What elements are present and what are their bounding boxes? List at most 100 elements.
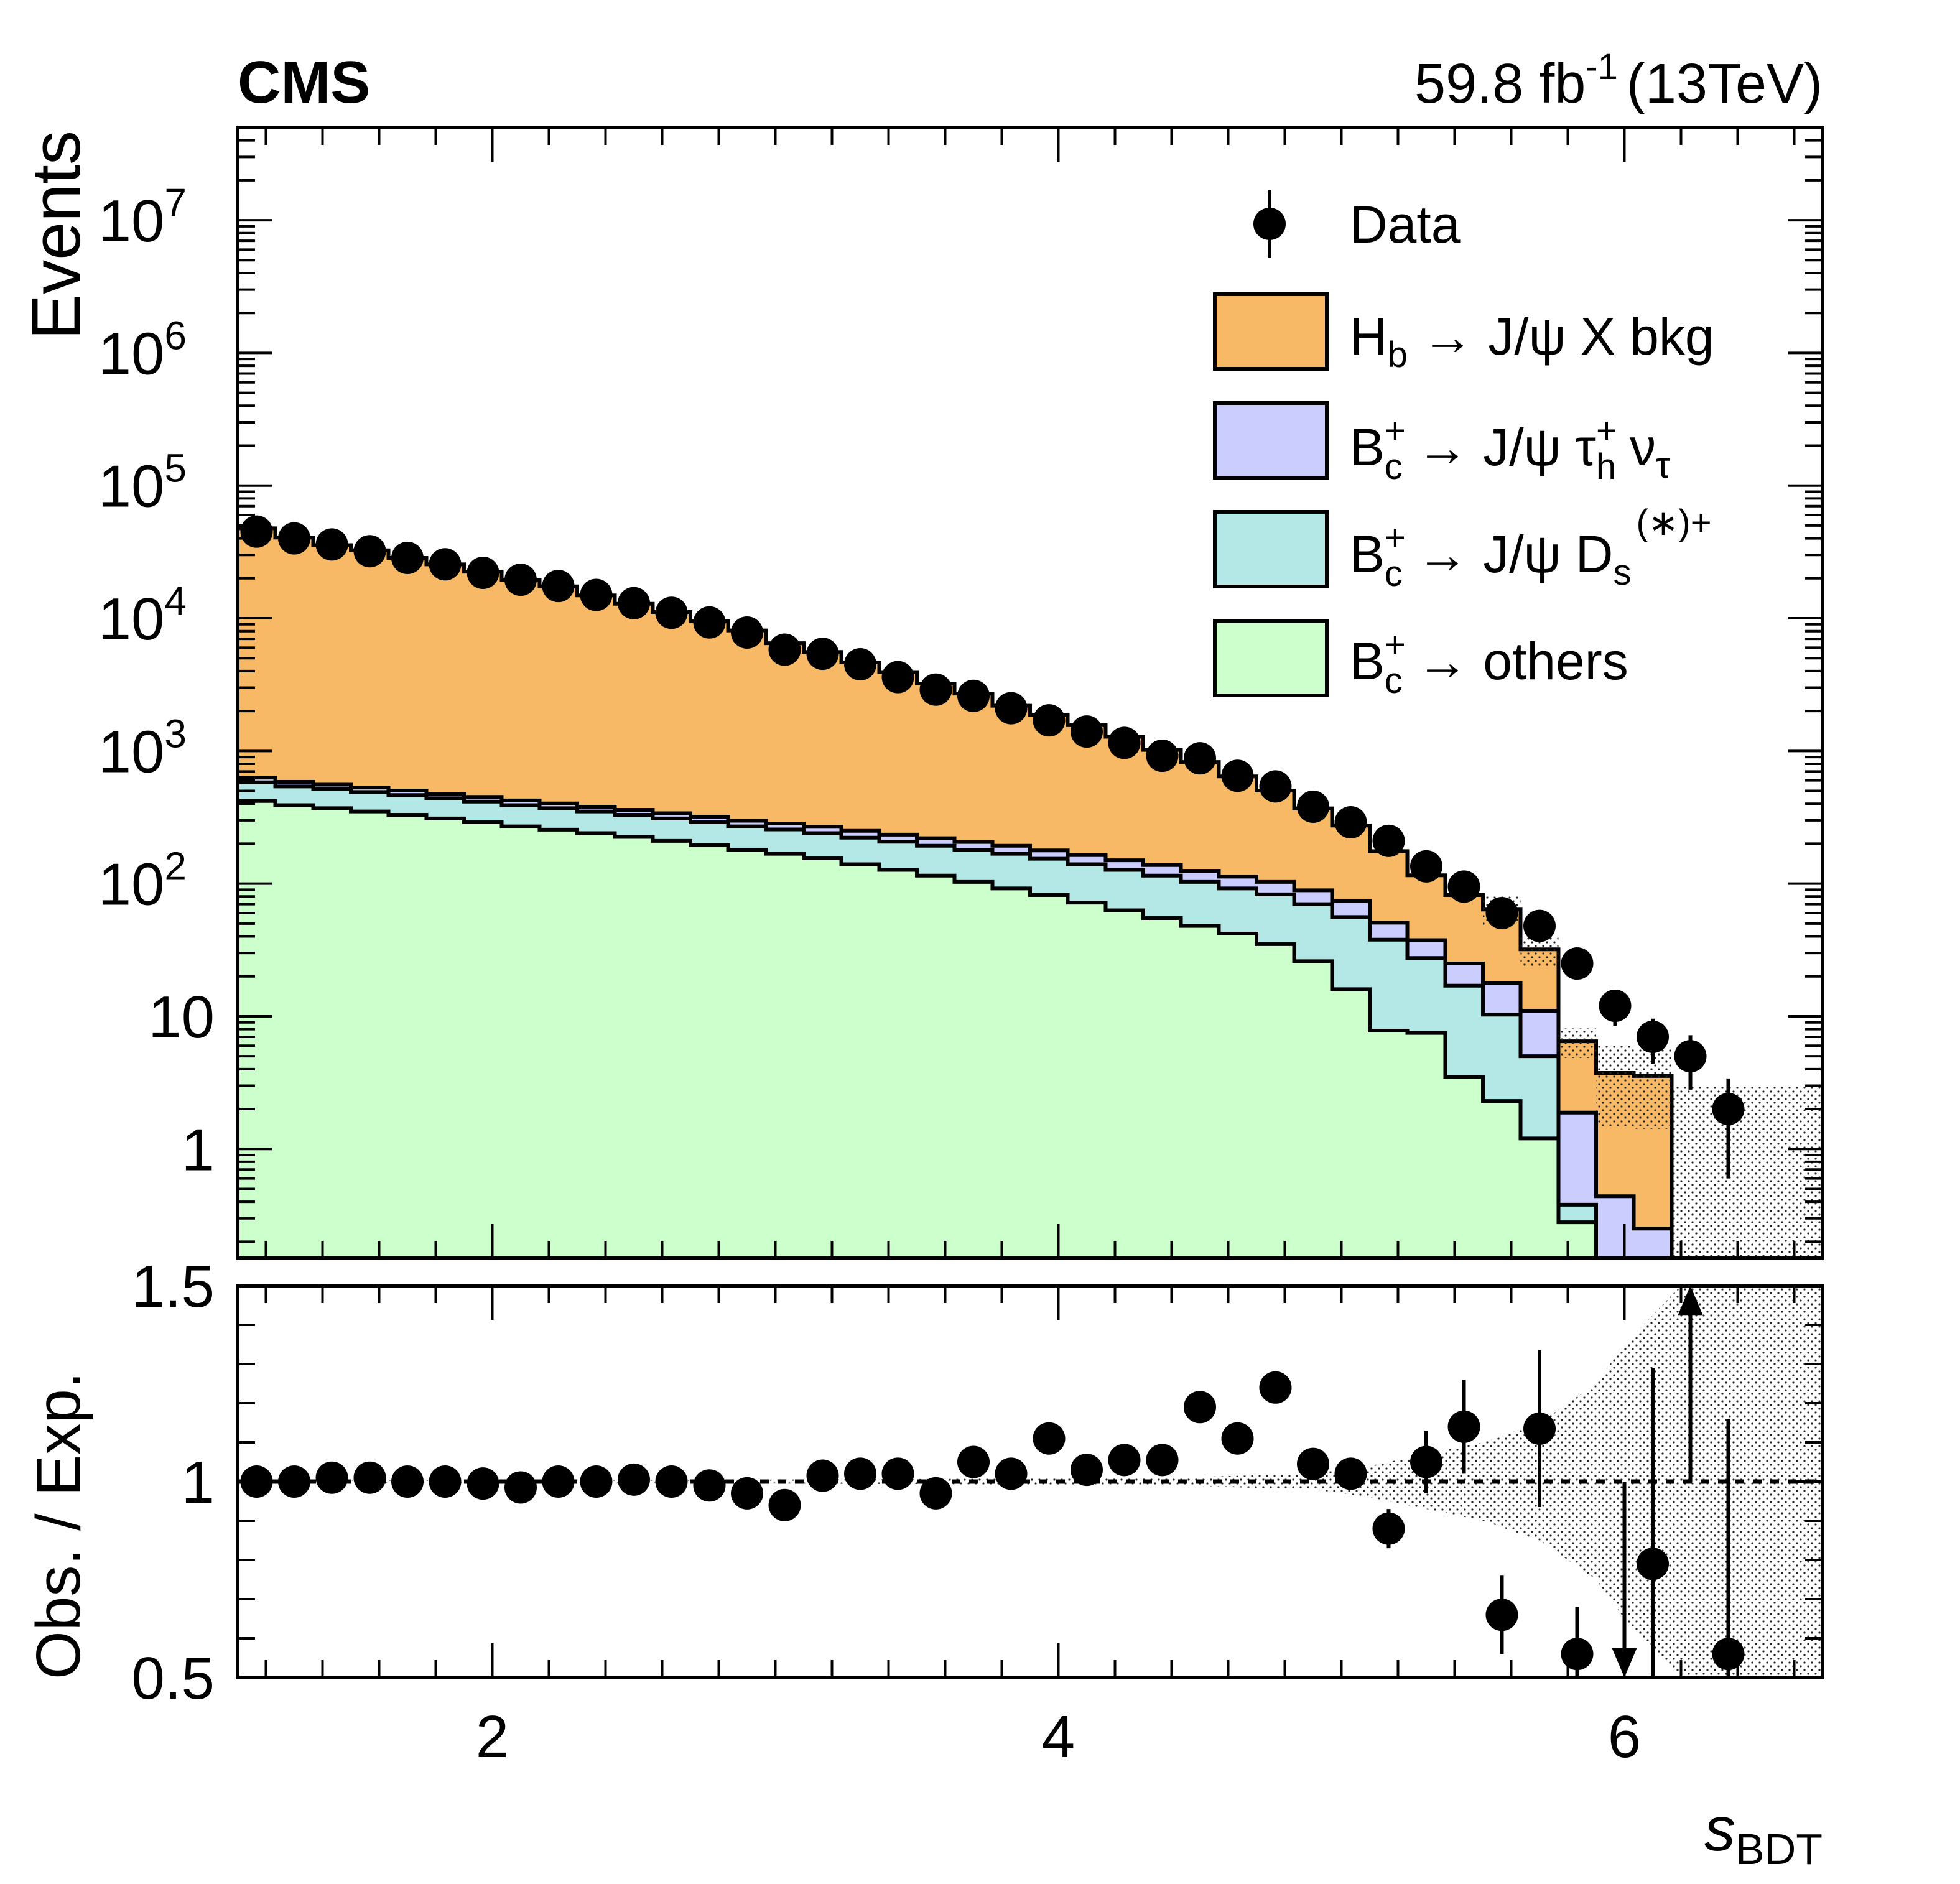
data-marker-icon xyxy=(1253,208,1286,240)
ratio-point xyxy=(1485,1599,1518,1631)
stacked-histogram xyxy=(238,526,1823,1258)
ratio-point xyxy=(1297,1447,1329,1480)
y-axis-label-ratio: Obs. / Exp. xyxy=(24,1371,93,1679)
data-point xyxy=(618,587,650,619)
top-axis: 1 10 102 103 104 105 106 107 xyxy=(98,126,1823,1258)
ds-swatch-icon xyxy=(1213,510,1329,588)
ratio-point xyxy=(542,1465,575,1498)
ratio-y-tick-label: 0.5 xyxy=(132,1645,215,1712)
x-tick-label: 6 xyxy=(1608,1704,1641,1770)
data-point xyxy=(1372,824,1405,857)
ratio-point xyxy=(467,1467,499,1500)
y-tick-label: 104 xyxy=(98,578,187,652)
legend-entry-tau: B+ c → J/ψ τ+ h ντ xyxy=(1213,401,1670,487)
data-point xyxy=(391,541,424,574)
data-point xyxy=(315,528,348,561)
data-point xyxy=(467,556,499,589)
up-arrow-head-icon xyxy=(1678,1286,1703,1316)
ratio-point xyxy=(844,1457,876,1490)
tau-swatch-icon xyxy=(1213,401,1329,480)
data-point xyxy=(655,596,688,629)
data-point xyxy=(768,633,801,666)
data-point xyxy=(542,570,575,603)
top-frame xyxy=(236,126,1824,1260)
ratio-point xyxy=(768,1488,801,1521)
data-points xyxy=(240,515,1745,1179)
ratio-point xyxy=(1221,1422,1254,1455)
ratio-point xyxy=(881,1457,914,1490)
x-axis-label: sBDT xyxy=(1704,1794,1823,1873)
y-tick-label: 10 xyxy=(148,984,215,1051)
stack-outline-2 xyxy=(238,776,1674,1258)
data-point xyxy=(957,679,990,712)
ratio-points xyxy=(240,1286,1745,1678)
legend-entry-ds: B+ c → J/ψ Ds(∗)+ xyxy=(1213,503,1712,594)
x-tick-label: 2 xyxy=(476,1704,509,1770)
data-point xyxy=(1033,704,1066,737)
experiment-label: CMS xyxy=(238,49,370,116)
data-point xyxy=(1259,770,1292,803)
ratio-point xyxy=(1637,1548,1669,1580)
data-point xyxy=(881,661,914,694)
mc-uncertainty-hatch xyxy=(1558,1028,1596,1058)
svg-text:B+c→ J/ψ τ+hντ: B+ c → J/ψ τ+ h ντ xyxy=(1350,411,1670,487)
ratio-point xyxy=(1334,1457,1367,1490)
ratio-point xyxy=(995,1457,1028,1490)
data-point xyxy=(1599,990,1632,1023)
svg-text:B+c→ others: B+ c → others xyxy=(1350,624,1628,701)
ratio-point xyxy=(1561,1638,1594,1671)
ratio-point xyxy=(1184,1391,1216,1424)
legend-entry-data: Data xyxy=(1253,190,1461,258)
hb-swatch-icon xyxy=(1213,292,1329,371)
data-point xyxy=(995,692,1028,725)
ratio-point xyxy=(618,1463,650,1496)
data-point xyxy=(1410,850,1442,883)
data-point xyxy=(1447,870,1480,903)
data-point xyxy=(1184,742,1216,775)
ratio-point xyxy=(919,1477,952,1510)
data-point xyxy=(844,647,876,680)
ratio-point xyxy=(429,1465,462,1498)
x-tick-label: 4 xyxy=(1042,1704,1075,1770)
data-point xyxy=(1561,947,1594,980)
ratio-point xyxy=(1447,1410,1480,1443)
ratio-point xyxy=(1259,1371,1292,1404)
data-point xyxy=(1071,715,1103,748)
ratio-point xyxy=(957,1445,990,1478)
ratio-point xyxy=(731,1477,763,1510)
data-point xyxy=(429,548,462,581)
luminosity-label: 59.8 fb-1 (13TeV) xyxy=(1414,47,1823,115)
svg-text:B+c→ J/ψ Ds(∗)+: B+ c → J/ψ Ds(∗)+ xyxy=(1350,503,1712,594)
data-point xyxy=(1297,790,1329,823)
ratio-point xyxy=(504,1471,537,1504)
y-tick-label: 105 xyxy=(98,446,187,520)
ratio-point xyxy=(806,1459,839,1492)
data-point xyxy=(1221,759,1254,792)
ratio-point xyxy=(1712,1638,1745,1671)
ratio-point xyxy=(391,1465,424,1498)
data-point xyxy=(693,606,726,639)
data-point xyxy=(1485,896,1518,929)
svg-text:Hb→ J/ψ X bkg: Hb → J/ψ X bkg xyxy=(1350,307,1714,375)
ratio-panel: 0.5 1 1.5 2 4 6 Obs. / Exp. sBDT xyxy=(24,1253,1824,1873)
ratio-point xyxy=(278,1465,310,1498)
others-swatch-icon xyxy=(1213,619,1329,697)
data-point xyxy=(919,673,952,706)
legend: Data Hb → J/ψ X bkg B+ c → J/ψ τ+ h ντ B+ c → J… xyxy=(1213,190,1714,701)
ratio-point xyxy=(1108,1444,1141,1477)
data-point xyxy=(504,564,537,596)
y-tick-label: 102 xyxy=(98,844,187,918)
svg-text:Data: Data xyxy=(1350,195,1461,254)
ratio-point xyxy=(315,1461,348,1494)
data-point xyxy=(580,578,613,611)
data-point xyxy=(1108,726,1141,759)
ratio-point xyxy=(1372,1512,1405,1545)
ratio-point xyxy=(1071,1454,1103,1487)
data-point xyxy=(1674,1040,1707,1073)
bottom-frame xyxy=(236,1284,1824,1679)
mc-uncertainty-hatch xyxy=(1596,1046,1634,1126)
mc-uncertainty-hatch xyxy=(1785,1085,1823,1258)
ratio-point xyxy=(1410,1445,1442,1478)
data-point xyxy=(278,522,310,555)
